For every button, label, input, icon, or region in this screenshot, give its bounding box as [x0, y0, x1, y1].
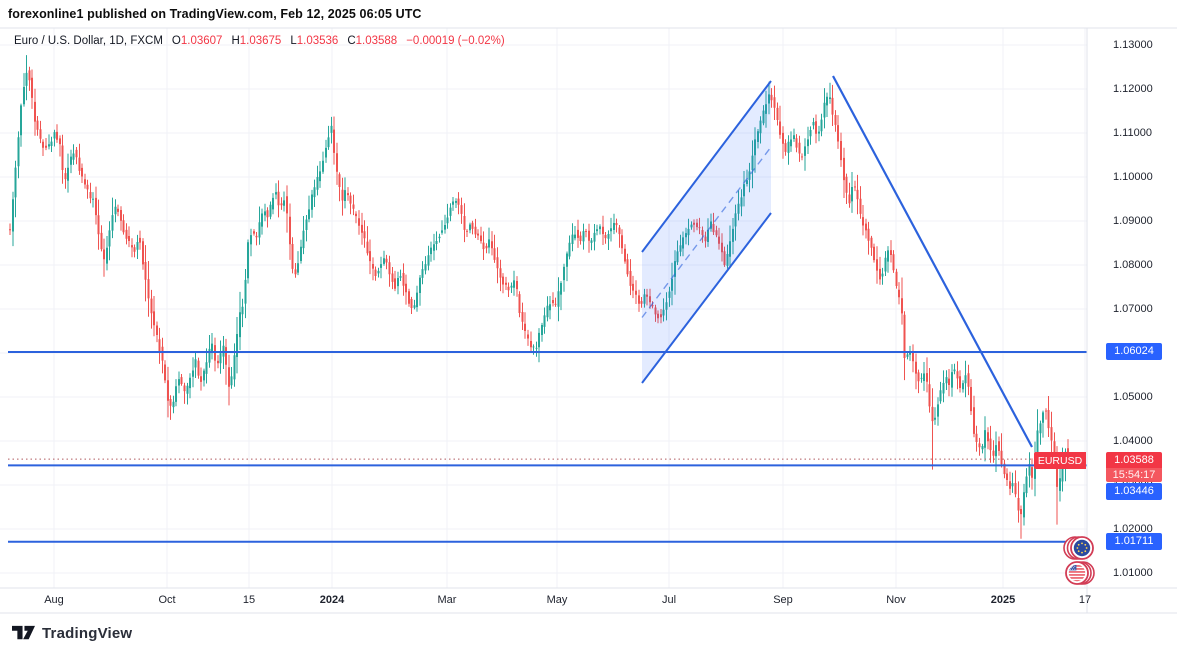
channel-lower-line[interactable]	[641, 212, 772, 384]
ohlc-open: O1.03607	[171, 35, 223, 47]
candle-bodies-up	[12, 72, 1067, 518]
candle-bodies-down	[9, 70, 1069, 515]
time-axis[interactable]	[0, 588, 1087, 613]
eur-flag-icon	[1063, 536, 1094, 560]
price-axis[interactable]	[1087, 28, 1177, 613]
ohlc-high: H1.03675	[231, 35, 282, 47]
attribution-text: forexonline1 published on TradingView.co…	[8, 7, 422, 21]
descending-trendline[interactable]	[832, 75, 1033, 448]
parallel-channel-fill[interactable]	[642, 80, 771, 384]
candle-wicks-up	[12, 55, 1066, 526]
usd-flag-icon	[1065, 561, 1095, 585]
tradingview-logo-icon	[12, 625, 35, 640]
ohlc-close: C1.03588	[347, 35, 398, 47]
tradingview-wordmark[interactable]: TradingView	[42, 624, 133, 642]
ohlc-low: L1.03536	[290, 35, 339, 47]
tradingview-footer: TradingView	[12, 620, 132, 646]
symbol-title[interactable]: Euro / U.S. Dollar, 1D, FXCM	[14, 35, 163, 47]
candle-wicks-down	[9, 66, 1069, 539]
grid	[0, 28, 1087, 588]
pair-flag-icons	[1063, 536, 1095, 585]
change-value: −0.00019 (−0.02%)	[406, 35, 505, 47]
symbol-legend: Euro / U.S. Dollar, 1D, FXCM O1.03607 H1…	[14, 35, 505, 47]
channel-upper-line[interactable]	[641, 80, 772, 253]
